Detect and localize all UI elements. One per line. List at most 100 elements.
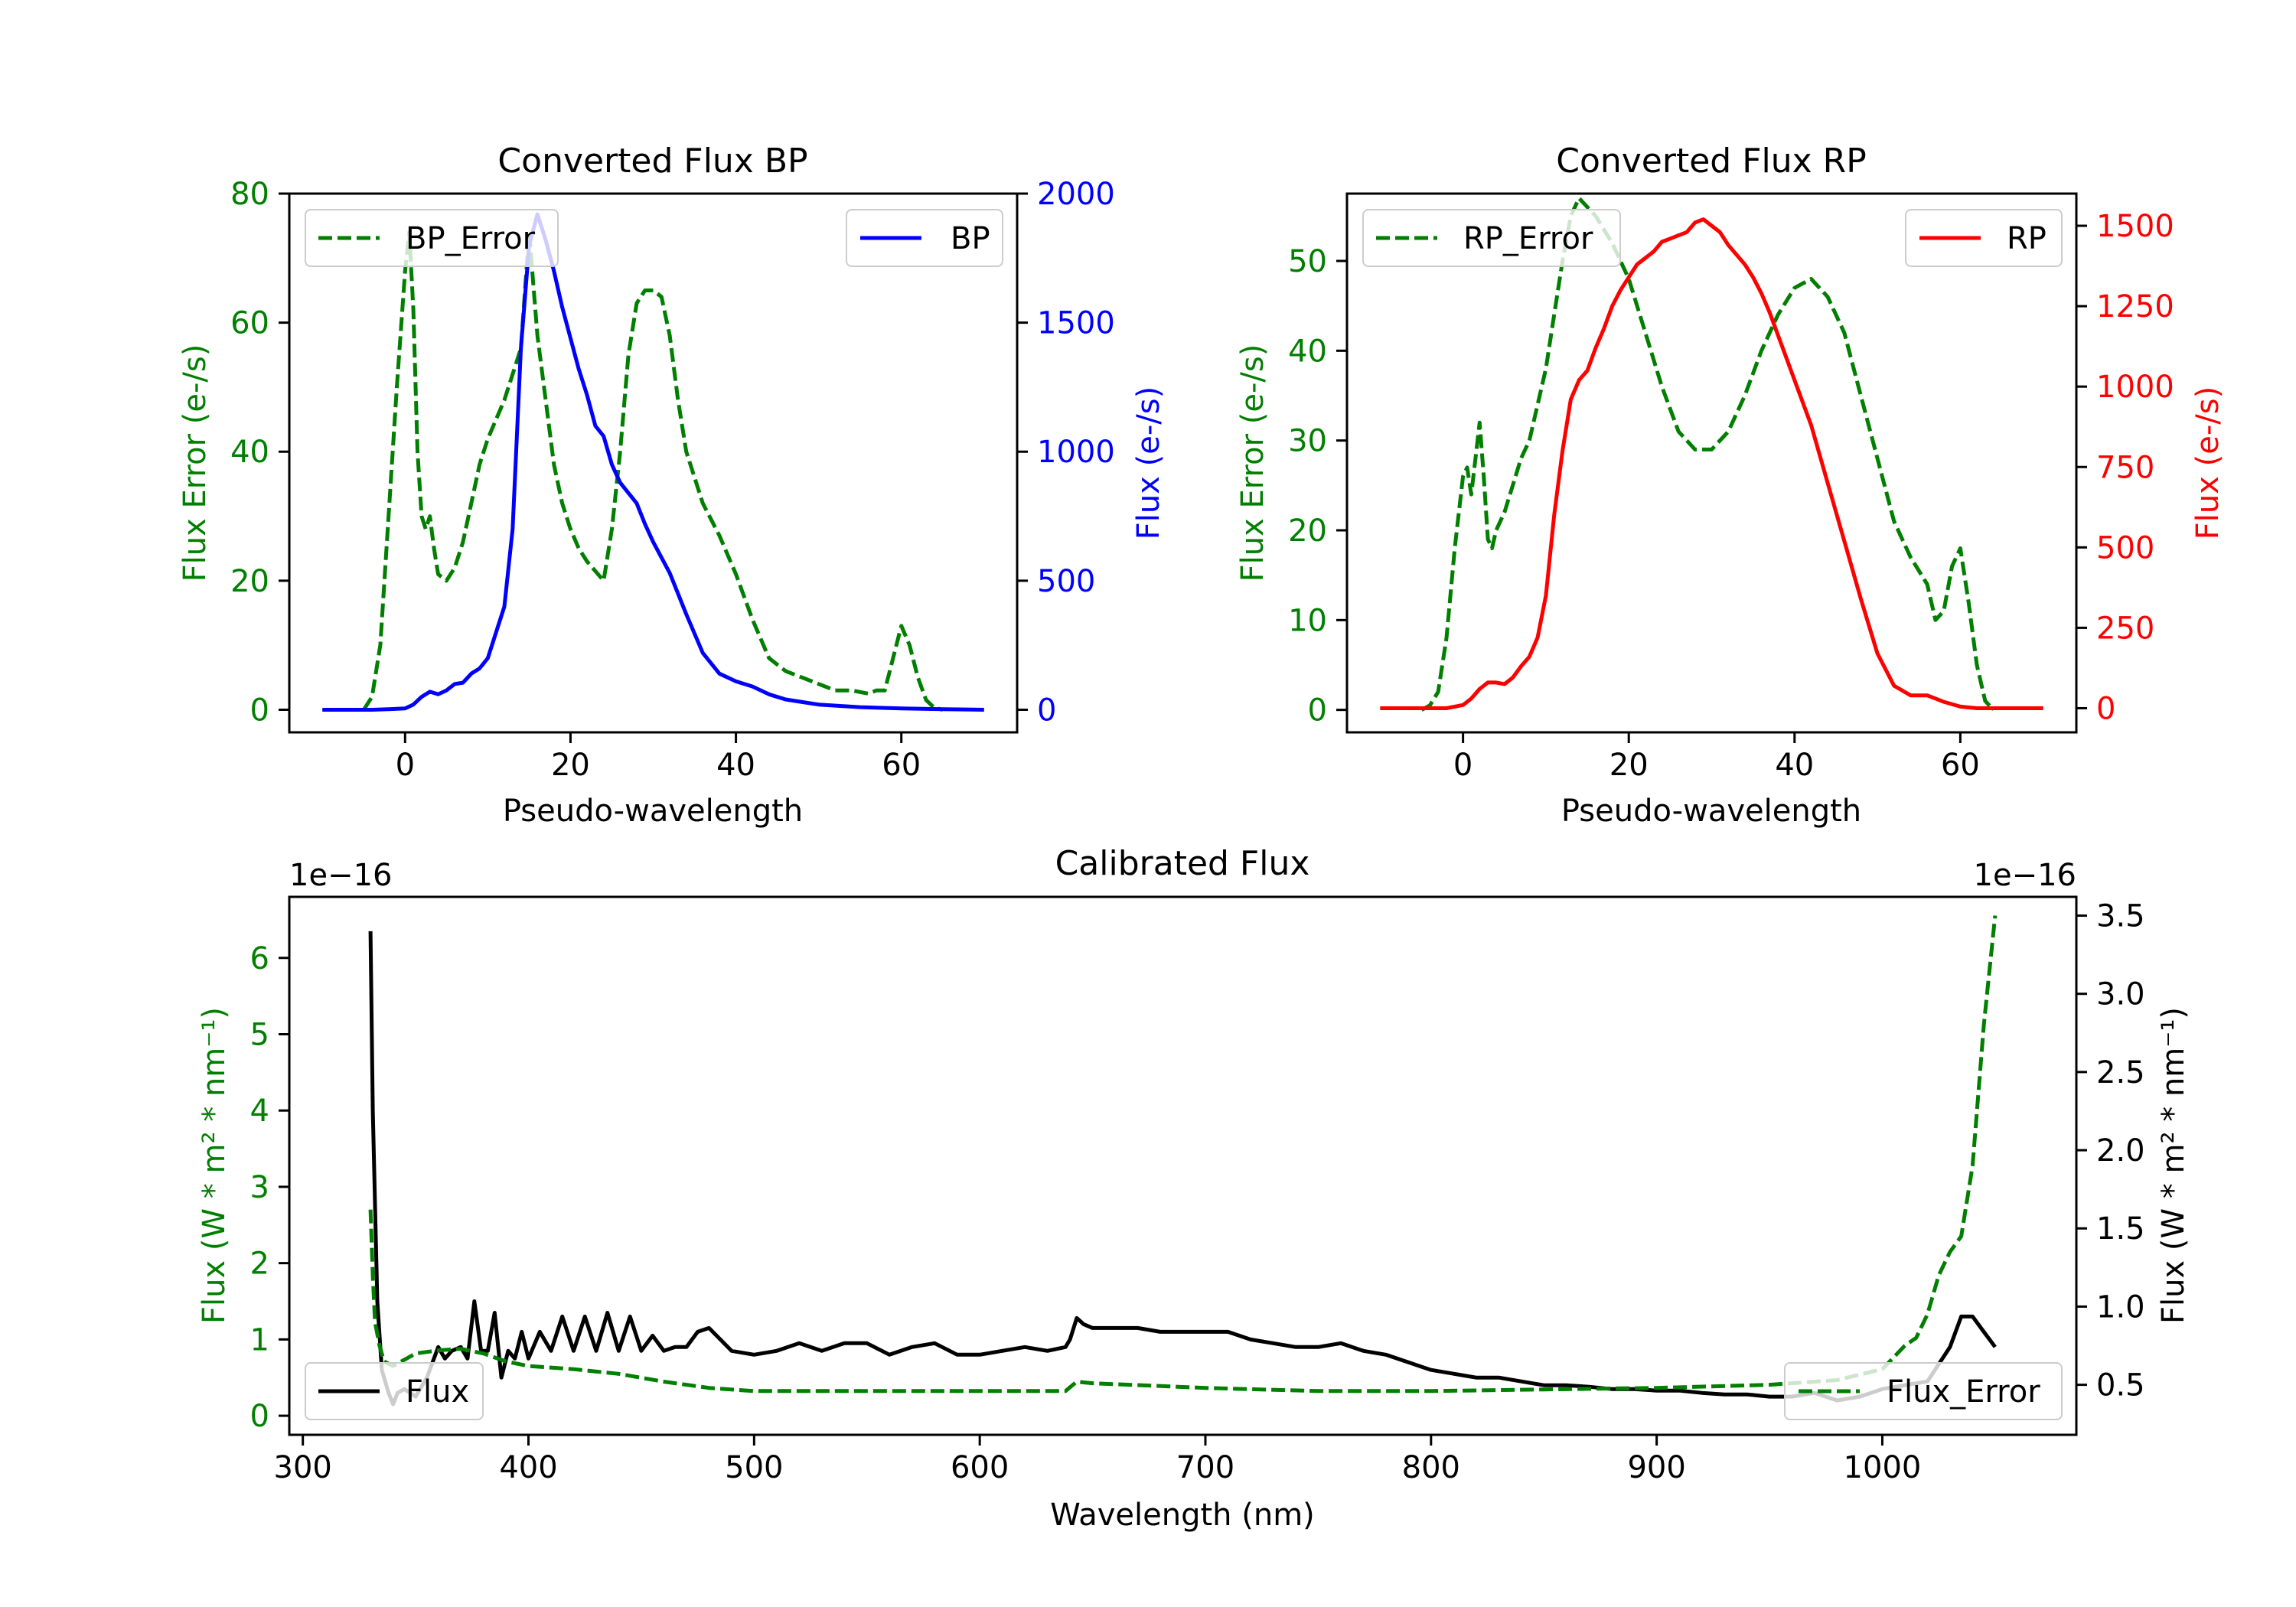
rp-xtick-label: 0 <box>1453 748 1473 783</box>
bp-legend-right-label: BP <box>951 221 990 256</box>
bp-xtick-label: 40 <box>716 748 755 783</box>
cal-xtick-label: 800 <box>1402 1450 1460 1485</box>
rp-legend-left-frame <box>1362 209 1621 267</box>
bp-ylabel-right: Flux (e-/s) <box>1131 386 1166 539</box>
rp-xtick-label: 60 <box>1941 748 1980 783</box>
cal-xtick-label: 600 <box>951 1450 1009 1485</box>
bp-title: Converted Flux BP <box>497 142 807 181</box>
bp-series-group <box>322 212 984 712</box>
cal-offset-left: 1e−16 <box>289 858 392 893</box>
cal-ytick-left-label: 4 <box>250 1094 269 1129</box>
rp-ytick-right-label: 1000 <box>2096 370 2174 405</box>
bp-ytick-right-label: 0 <box>1037 693 1056 728</box>
bp-legend-left-label: BP_Error <box>406 221 536 256</box>
rp-ytick-right-label: 500 <box>2096 530 2154 566</box>
rp-series-rp <box>1380 217 2043 710</box>
cal-ytick-left-label: 5 <box>250 1017 269 1052</box>
rp-ylabel-right: Flux (e-/s) <box>2190 386 2226 539</box>
cal-xtick-label: 400 <box>499 1450 557 1485</box>
bp-ytick-right-label: 1500 <box>1037 306 1115 341</box>
rp-ylabel-left: Flux Error (e-/s) <box>1235 344 1270 582</box>
cal-series-flux-error <box>368 915 1998 1393</box>
cal-xtick-label: 700 <box>1176 1450 1234 1485</box>
cal-legend-right-label: Flux_Error <box>1887 1374 2040 1410</box>
bp-ytick-right-label: 1000 <box>1037 435 1115 470</box>
rp-ytick-left-label: 40 <box>1288 334 1327 369</box>
rp-ytick-left-label: 50 <box>1288 244 1327 279</box>
bp-series-bp <box>322 212 984 712</box>
bp-ytick-left-label: 60 <box>230 306 269 341</box>
cal-plot-area <box>368 915 1998 1407</box>
rp-xlabel: Pseudo-wavelength <box>1561 794 1861 829</box>
cal-title: Calibrated Flux <box>1055 844 1310 883</box>
cal-ytick-right-label: 3.5 <box>2096 899 2145 934</box>
bp-ytick-left-label: 40 <box>230 435 269 470</box>
cal-offset-right: 1e−16 <box>1974 858 2076 893</box>
cal-ytick-left-label: 3 <box>250 1170 269 1205</box>
cal-ytick-right-label: 1.0 <box>2096 1289 2145 1325</box>
bp-axes: 0 20 40 60 0 20 40 60 80 0 500 1000 1500 2000 <box>230 177 1115 783</box>
rp-xtick-label: 40 <box>1775 748 1814 783</box>
bp-ytick-right-label: 500 <box>1037 564 1095 599</box>
panel-bp: Converted Flux BP 0 20 40 60 0 20 40 60 80 0 500 10… <box>178 142 1166 829</box>
panel-calibrated: Calibrated Flux 1e−16 1e−16 300 400 500 600… <box>197 844 2191 1533</box>
cal-legend-right: Flux_Error <box>1784 1362 2063 1420</box>
rp-legend-left-label: RP_Error <box>1463 221 1593 256</box>
cal-ylabel-left: Flux (W * m² * nm⁻¹) <box>197 1007 232 1324</box>
cal-legend-left-frame <box>305 1362 484 1420</box>
rp-legend-right: RP <box>1905 209 2063 267</box>
rp-ytick-left-label: 30 <box>1288 424 1327 459</box>
bp-plot-area <box>322 212 984 712</box>
cal-ytick-right-label: 3.0 <box>2096 977 2145 1012</box>
rp-ytick-left-label: 0 <box>1308 693 1327 729</box>
cal-xtick-label: 1000 <box>1844 1450 1922 1485</box>
bp-ytick-left-label: 20 <box>230 564 269 599</box>
bp-ytick-left-label: 80 <box>230 177 269 212</box>
bp-xtick-label: 20 <box>551 748 590 783</box>
bp-legend-left-frame <box>305 209 559 267</box>
rp-ytick-right-label: 750 <box>2096 450 2154 485</box>
bp-ytick-right-label: 2000 <box>1037 177 1115 212</box>
cal-series-flux <box>368 931 1997 1407</box>
rp-series-rp-error <box>1420 196 1995 712</box>
cal-ytick-right-label: 1.5 <box>2096 1211 2145 1247</box>
rp-ytick-right-label: 250 <box>2096 611 2154 646</box>
cal-legend-left-label: Flux <box>406 1374 469 1410</box>
rp-legend-left: RP_Error <box>1362 209 1621 267</box>
panel-rp: Converted Flux RP 0 20 40 60010203040500250… <box>1235 142 2226 829</box>
bp-ylabel-left: Flux Error (e-/s) <box>178 344 213 582</box>
cal-axes: 300 400 500 600 700 800 900 1000 0 1 2 3 4 5 6 0.5 1.0 1.… <box>250 899 2145 1485</box>
rp-ytick-left-label: 10 <box>1288 603 1327 638</box>
bp-legend-left: BP_Error <box>305 209 559 267</box>
rp-frame <box>1345 192 2078 734</box>
cal-series-group <box>368 915 1998 1407</box>
cal-xtick-label: 900 <box>1627 1450 1685 1485</box>
cal-ytick-left-label: 6 <box>250 941 269 976</box>
rp-legend-right-frame <box>1905 209 2063 267</box>
bp-ytick-left-label: 0 <box>250 693 269 728</box>
cal-ylabel-right: Flux (W * m² * nm⁻¹) <box>2156 1007 2191 1324</box>
bp-legend-right-frame <box>846 209 1003 267</box>
rp-ytick-left-label: 20 <box>1288 513 1327 549</box>
rp-ytick-right-label: 0 <box>2096 691 2115 726</box>
cal-ytick-right-label: 0.5 <box>2096 1368 2145 1403</box>
cal-ytick-left-label: 1 <box>250 1322 269 1358</box>
rp-plot-area <box>1380 196 2043 712</box>
bp-xtick-label: 0 <box>396 748 415 783</box>
cal-ytick-right-label: 2.0 <box>2096 1133 2145 1169</box>
cal-xlabel: Wavelength (nm) <box>1050 1498 1315 1533</box>
rp-legend-right-label: RP <box>2007 221 2047 256</box>
rp-xtick-label: 20 <box>1609 748 1649 783</box>
cal-xtick-label: 300 <box>274 1450 332 1485</box>
bp-legend-right: BP <box>846 209 1003 267</box>
cal-legend-left: Flux <box>305 1362 484 1420</box>
bp-xlabel: Pseudo-wavelength <box>503 794 803 829</box>
rp-ytick-right-label: 1500 <box>2096 209 2174 244</box>
cal-frame <box>288 895 2078 1436</box>
cal-xtick-label: 500 <box>725 1450 783 1485</box>
bp-xtick-label: 60 <box>882 748 921 783</box>
rp-series-group <box>1380 196 2043 712</box>
rp-ytick-right-label: 1250 <box>2096 289 2174 324</box>
